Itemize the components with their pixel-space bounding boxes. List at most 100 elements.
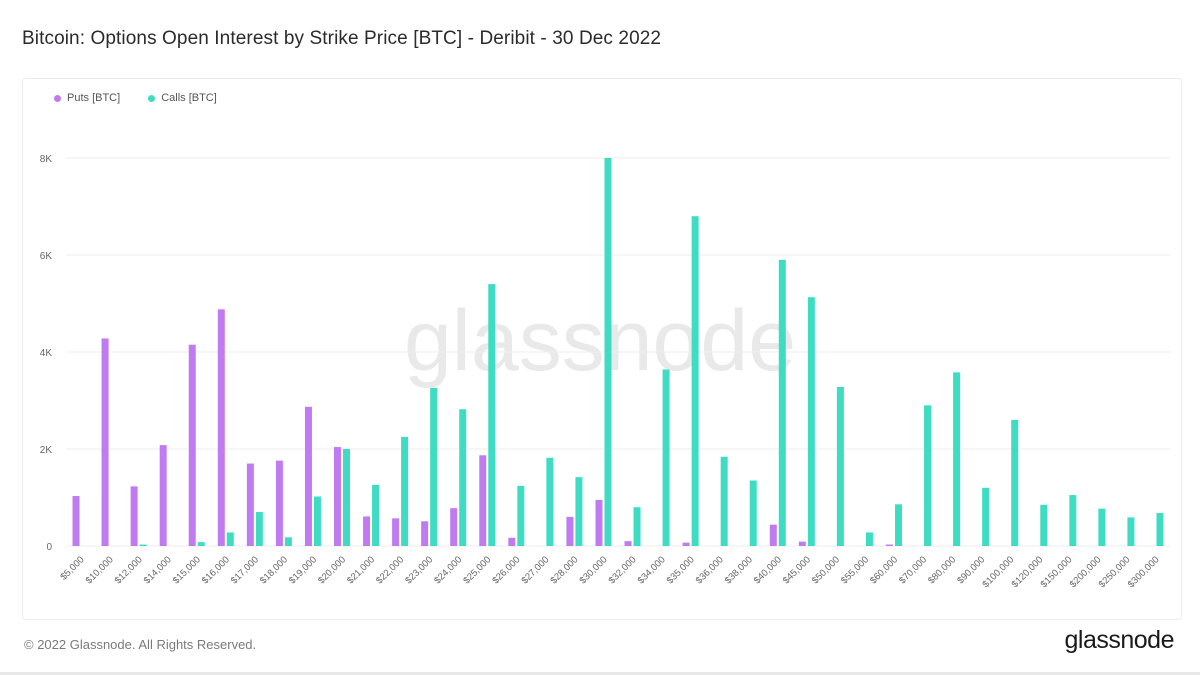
- bar-calls: [1069, 495, 1077, 546]
- x-tick-label: $55,000: [839, 554, 871, 586]
- y-tick-label: 0: [46, 542, 52, 553]
- bar-calls: [343, 449, 350, 546]
- bar-calls: [197, 542, 205, 546]
- legend-item-calls[interactable]: Calls [BTC]: [148, 92, 217, 104]
- x-tick-label: $35,000: [665, 554, 697, 586]
- y-tick-label: 2K: [40, 445, 53, 456]
- bar-puts: [130, 486, 138, 546]
- y-tick-label: 8K: [40, 154, 53, 165]
- bar-puts: [217, 309, 225, 546]
- bar-puts: [566, 516, 574, 546]
- y-tick-label: 6K: [40, 251, 53, 262]
- bar-puts: [886, 544, 893, 546]
- x-tick-label: $25,000: [461, 554, 493, 586]
- bar-calls: [372, 484, 380, 546]
- bar-calls: [459, 409, 467, 546]
- bar-calls: [778, 259, 786, 546]
- bar-calls: [575, 477, 583, 546]
- x-tick-label: $17,000: [229, 554, 261, 586]
- bar-puts: [392, 518, 400, 546]
- x-tick-label: $5,000: [58, 554, 86, 582]
- x-tick-label: $50,000: [810, 554, 842, 586]
- x-tick-label: $19,000: [287, 554, 319, 586]
- x-tick-label: $10,000: [84, 554, 116, 586]
- bar-calls: [1098, 508, 1106, 546]
- bar-puts: [188, 344, 196, 546]
- x-tick-label: $14,000: [142, 554, 174, 586]
- x-tick-label: $26,000: [490, 554, 522, 586]
- bar-calls: [633, 507, 641, 546]
- bar-calls: [604, 158, 612, 546]
- bar-puts: [246, 463, 254, 546]
- x-tick-label: $24,000: [432, 554, 464, 586]
- legend-label-calls: Calls [BTC]: [161, 92, 217, 104]
- bar-calls: [895, 504, 902, 546]
- x-tick-label: $20,000: [316, 554, 348, 586]
- chart-legend: Puts [BTC] Calls [BTC]: [54, 92, 217, 104]
- legend-item-puts[interactable]: Puts [BTC]: [54, 92, 120, 104]
- bar-calls: [226, 532, 234, 546]
- bar-calls: [488, 284, 496, 546]
- bar-calls: [139, 544, 147, 546]
- bar-calls: [546, 457, 554, 546]
- bar-puts: [304, 406, 312, 546]
- x-tick-label: $21,000: [345, 554, 377, 586]
- bar-calls: [720, 456, 728, 546]
- x-tick-label: $18,000: [258, 554, 290, 586]
- bar-puts: [363, 516, 371, 546]
- bar-calls: [255, 512, 263, 546]
- x-tick-label: $60,000: [868, 554, 900, 586]
- x-tick-label: $40,000: [752, 554, 784, 586]
- x-tick-label: $27,000: [519, 554, 551, 586]
- bar-calls: [1040, 504, 1048, 546]
- x-tick-label: $300,000: [1126, 554, 1162, 590]
- bar-puts: [798, 541, 806, 546]
- bar-calls: [313, 496, 321, 546]
- bar-calls: [284, 537, 292, 546]
- bar-calls: [691, 216, 699, 546]
- x-tick-label: $28,000: [548, 554, 580, 586]
- bar-calls: [836, 386, 844, 546]
- bar-puts: [479, 455, 487, 546]
- bottom-divider: [0, 672, 1200, 675]
- x-tick-label: $70,000: [897, 554, 929, 586]
- watermark-text: glassnode: [404, 293, 796, 389]
- bar-calls: [924, 405, 932, 546]
- x-tick-label: $12,000: [113, 554, 145, 586]
- bar-calls: [401, 436, 409, 546]
- bar-puts: [275, 460, 283, 546]
- bar-puts: [595, 499, 603, 546]
- puts-swatch-icon: [54, 94, 61, 102]
- legend-label-puts: Puts [BTC]: [67, 92, 121, 104]
- bar-calls: [1156, 513, 1164, 546]
- x-tick-label: $15,000: [171, 554, 203, 586]
- bar-calls: [1011, 419, 1019, 546]
- copyright-footer: © 2022 Glassnode. All Rights Reserved.: [24, 637, 257, 652]
- x-tick-label: $16,000: [200, 554, 232, 586]
- x-tick-label: $38,000: [723, 554, 755, 586]
- x-tick-label: $32,000: [607, 554, 639, 586]
- bar-calls: [1127, 517, 1135, 546]
- bar-calls: [517, 485, 525, 546]
- bar-calls: [749, 480, 757, 546]
- bar-calls: [865, 532, 873, 546]
- x-tick-label: $23,000: [403, 554, 435, 586]
- bar-puts: [72, 496, 80, 546]
- calls-swatch-icon: [148, 94, 156, 102]
- bar-puts: [421, 521, 429, 546]
- bar-puts: [450, 508, 458, 546]
- bar-puts: [101, 338, 109, 546]
- chart-title: Bitcoin: Options Open Interest by Strike…: [22, 28, 662, 49]
- bar-calls: [430, 387, 438, 546]
- bar-puts: [769, 524, 777, 546]
- bar-puts: [624, 541, 632, 546]
- x-tick-label: $80,000: [926, 554, 958, 586]
- brand-logo: glassnode: [1064, 626, 1175, 654]
- bar-puts: [159, 445, 167, 546]
- bar-calls: [807, 297, 815, 546]
- bar-calls: [982, 487, 990, 546]
- y-tick-label: 4K: [40, 348, 53, 359]
- x-tick-label: $36,000: [694, 554, 726, 586]
- x-tick-label: $45,000: [781, 554, 813, 586]
